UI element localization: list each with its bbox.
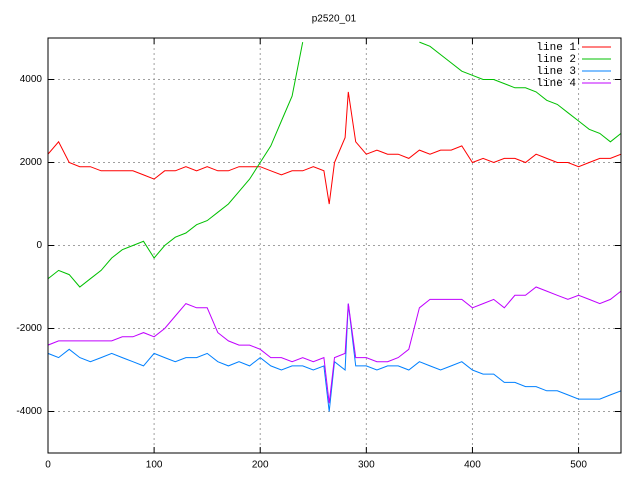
legend-label: line 2 [536,54,576,66]
series-line [48,286,621,404]
plot-border [47,37,622,454]
x-tick-label: 0 [45,460,51,471]
legend-label: line 3 [536,66,576,78]
series-line [48,91,621,205]
chart-title: p2520_01 [312,14,357,25]
x-tick-label: 500 [570,460,587,471]
x-tick-label: 100 [146,460,163,471]
y-tick-label: 2000 [20,157,43,168]
series-line [48,41,621,288]
x-tick-label: 400 [464,460,481,471]
legend-label: line 1 [536,42,576,54]
y-tick-label: -2000 [16,323,42,334]
legend-label: line 4 [536,78,576,90]
x-tick-label: 300 [358,460,375,471]
x-tick-label: 200 [252,460,269,471]
y-tick-label: 4000 [20,74,43,85]
y-tick-label: 0 [36,240,42,251]
y-tick-label: -4000 [16,406,42,417]
